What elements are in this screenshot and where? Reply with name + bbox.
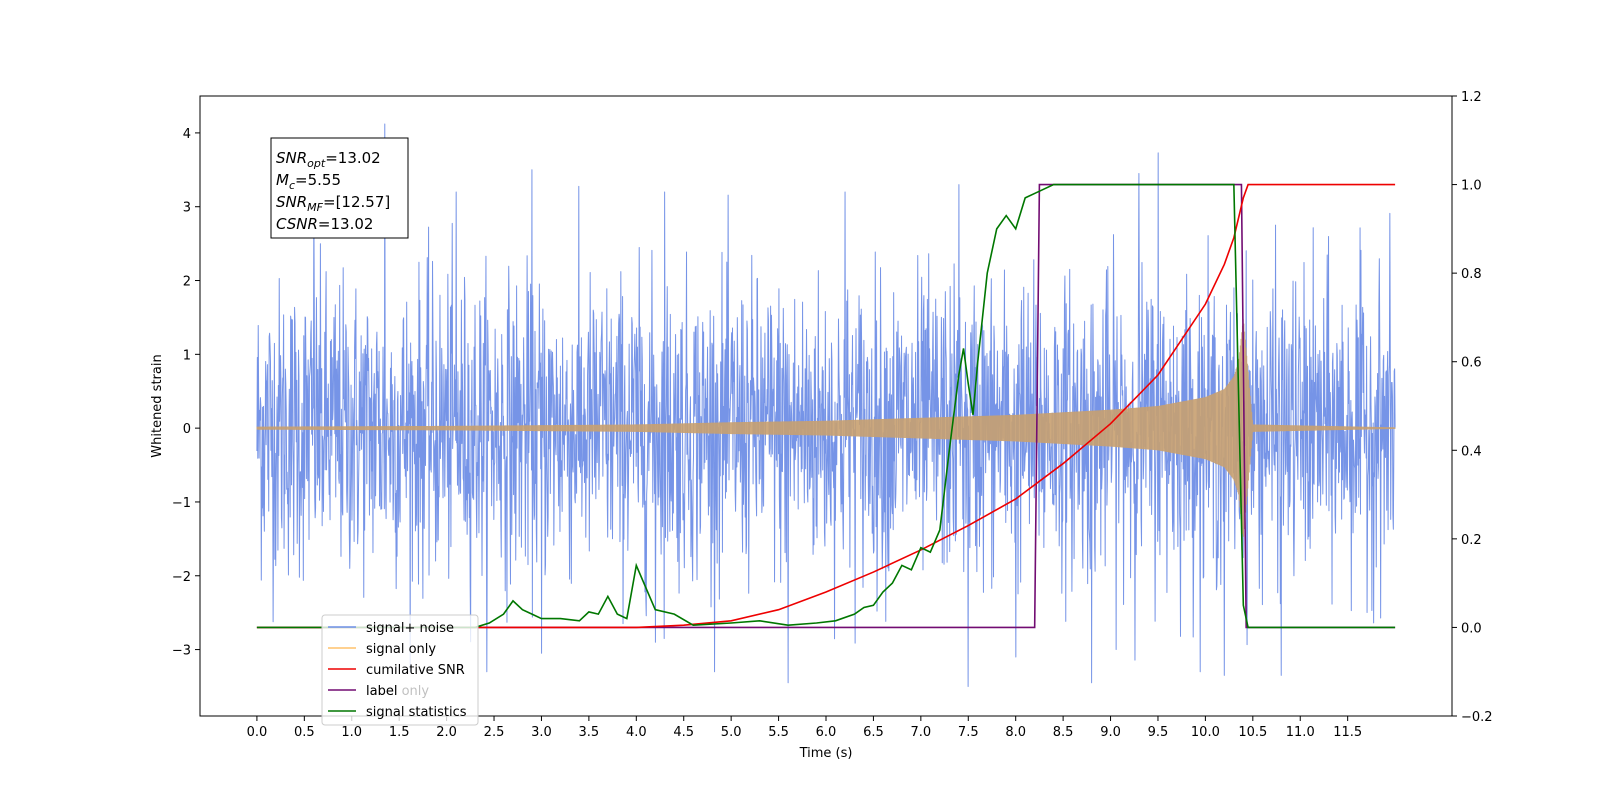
- series-signal-statistics: [256, 183, 1396, 629]
- x-tick-label: 5.5: [768, 725, 789, 740]
- x-tick-label: 7.5: [958, 725, 979, 740]
- annotation-frame: [270, 137, 409, 239]
- y-left-tick-label: 1: [183, 348, 191, 363]
- x-tick-label: 11.0: [1286, 725, 1315, 740]
- x-tick-label: 9.5: [1148, 725, 1169, 740]
- series-layer: [256, 123, 1396, 687]
- y-right-tick-label: 1.0: [1461, 179, 1482, 194]
- x-tick-label: 11.5: [1333, 725, 1362, 740]
- legend: signal+ noise signal only cumilative SNR…: [321, 614, 479, 726]
- y-left-tick-label: −3: [172, 644, 191, 659]
- y-right-tick-label: 0.6: [1461, 356, 1482, 371]
- y-right-tick-label: 0.8: [1461, 267, 1482, 282]
- x-tick-label: 0.5: [294, 725, 315, 740]
- legend-label-label-only: label only: [366, 684, 429, 699]
- x-tick-label: 2.0: [436, 725, 457, 740]
- y-axis-label: Whitened strain: [150, 354, 165, 457]
- y-axis-right: −0.2 0.0 0.2 0.4 0.6 0.8 1.0 1.2: [1452, 90, 1493, 725]
- annotation-mc: Mc=5.55: [276, 171, 341, 192]
- x-tick-label: 8.5: [1053, 725, 1074, 740]
- series-cumilative-snr: [256, 183, 1396, 629]
- x-tick-label: 4.0: [626, 725, 647, 740]
- x-tick-label: 5.0: [721, 725, 742, 740]
- x-tick-label: 4.5: [673, 725, 694, 740]
- x-tick-label: 1.5: [389, 725, 410, 740]
- annotation-box: SNRopt=13.02 Mc=5.55 SNRMF=[12.57] CSNR=…: [270, 137, 409, 239]
- annotation-csnr: CSNR=13.02: [276, 215, 373, 233]
- annotation-snr-opt: SNRopt=13.02: [276, 149, 381, 170]
- y-right-tick-label: 0.0: [1461, 621, 1482, 636]
- x-tick-label: 6.0: [816, 725, 837, 740]
- series-signal-only: [256, 318, 1396, 537]
- y-right-tick-label: 0.2: [1461, 533, 1482, 548]
- x-tick-label: 1.0: [341, 725, 362, 740]
- legend-label-label: label: [366, 684, 397, 699]
- x-axis: 0.0 0.5 1.0 1.5 2.0 2.5 3.0 3.5 4.0 4.5 5.0 5.5 6.0 6…: [247, 716, 1362, 740]
- x-tick-label: 3.0: [531, 725, 552, 740]
- x-tick-label: 8.0: [1005, 725, 1026, 740]
- y-axis-left: −3 −2 −1 0 1 2 3 4: [172, 127, 200, 659]
- y-left-tick-label: 3: [183, 201, 191, 216]
- y-right-tick-label: 1.2: [1461, 90, 1482, 105]
- y-left-tick-label: 0: [183, 422, 191, 437]
- x-tick-label: 3.5: [579, 725, 600, 740]
- y-left-tick-label: −1: [172, 496, 191, 511]
- legend-label-signal-only: signal only: [366, 642, 436, 657]
- y-left-tick-label: 4: [183, 127, 191, 142]
- x-tick-label: 7.0: [911, 725, 932, 740]
- x-tick-label: 2.5: [484, 725, 505, 740]
- x-tick-label: 0.0: [247, 725, 268, 740]
- y-left-tick-label: −2: [172, 570, 191, 585]
- x-axis-label: Time (s): [799, 746, 853, 761]
- legend-label-signal-noise: signal+ noise: [366, 621, 454, 636]
- x-tick-label: 9.0: [1100, 725, 1121, 740]
- x-tick-label: 10.5: [1238, 725, 1267, 740]
- x-tick-label: 10.0: [1191, 725, 1220, 740]
- legend-frame: [321, 614, 479, 726]
- y-left-tick-label: 2: [183, 275, 191, 290]
- legend-label-signal-statistics: signal statistics: [366, 705, 467, 720]
- y-right-tick-label: 0.4: [1461, 444, 1482, 459]
- legend-label-cumilative-snr: cumilative SNR: [366, 663, 465, 678]
- annotation-snr-mf: SNRMF=[12.57]: [276, 193, 390, 214]
- y-right-tick-label: −0.2: [1461, 710, 1493, 725]
- x-tick-label: 6.5: [863, 725, 884, 740]
